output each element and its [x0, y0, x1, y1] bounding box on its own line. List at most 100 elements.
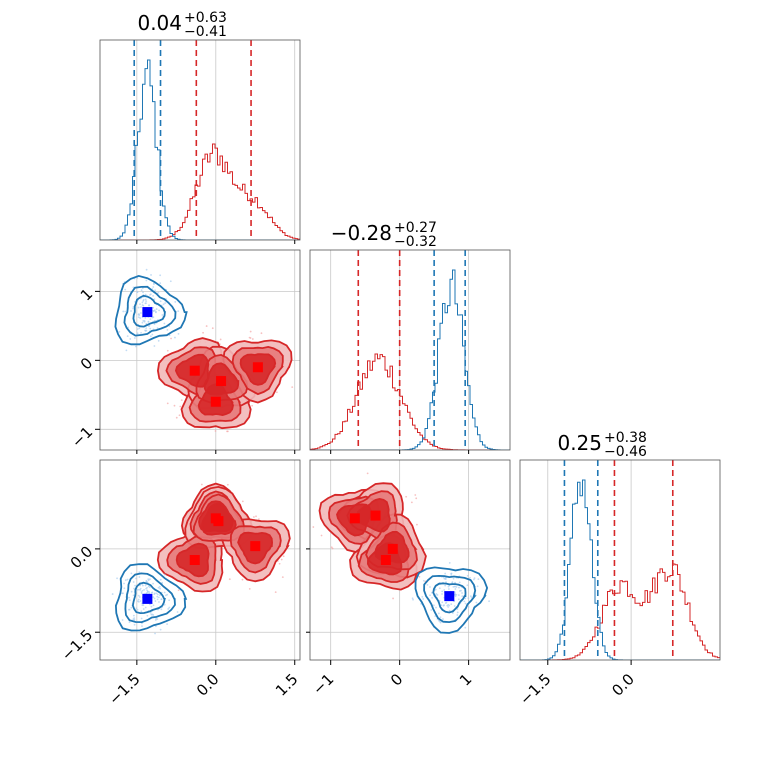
- scatter-point: [307, 527, 309, 529]
- scatter-point: [451, 581, 454, 583]
- scatter-point: [157, 339, 160, 342]
- panel-title-plus: +0.38: [604, 430, 647, 446]
- scatter-point: [168, 334, 171, 337]
- scatter-point: [159, 282, 162, 285]
- scatter-point: [430, 609, 433, 611]
- scatter-point: [431, 596, 433, 599]
- scatter-point: [156, 327, 159, 330]
- scatter-point: [443, 589, 446, 591]
- scatter-point: [142, 604, 145, 606]
- scatter-point: [137, 594, 140, 597]
- scatter-point: [141, 301, 144, 304]
- scatter-point: [211, 327, 214, 330]
- scatter-point: [444, 584, 447, 587]
- scatter-point: [141, 321, 144, 324]
- scatter-point: [144, 606, 147, 609]
- scatter-point: [414, 494, 417, 496]
- scatter-point: [154, 632, 156, 635]
- scatter-point: [180, 399, 183, 401]
- scatter-point: [466, 574, 469, 577]
- scatter-point: [133, 337, 136, 339]
- scatter-point: [152, 294, 154, 297]
- scatter-point: [159, 587, 161, 590]
- scatter-point: [140, 617, 143, 620]
- scatter-point: [248, 587, 251, 590]
- scatter-point: [156, 593, 159, 596]
- scatter-point: [128, 621, 131, 624]
- joint-frame-2-3: [309, 459, 511, 661]
- scatter-point: [140, 610, 143, 613]
- panel-title-plus: +0.63: [184, 10, 227, 26]
- scatter-point: [453, 594, 456, 596]
- scatter-point: [148, 586, 151, 589]
- scatter-point: [132, 594, 135, 597]
- scatter-point: [149, 335, 152, 338]
- scatter-point: [135, 345, 137, 348]
- scatter-point: [441, 593, 443, 595]
- y-tick-label: 1: [77, 285, 96, 304]
- contour-blue: [414, 566, 489, 634]
- scatter-point: [473, 577, 476, 580]
- scatter-point: [152, 596, 155, 599]
- diag-frame-1: [99, 39, 301, 241]
- scatter-point: [251, 338, 254, 340]
- scatter-point: [202, 331, 204, 334]
- histogram-blue: [520, 479, 720, 660]
- scatter-point: [124, 288, 127, 291]
- scatter-point: [156, 598, 159, 601]
- scatter-point: [450, 603, 453, 606]
- scatter-point: [160, 608, 163, 611]
- scatter-point: [475, 601, 478, 604]
- joint-frame-1-3: [99, 459, 301, 661]
- scatter-point: [422, 598, 425, 600]
- scatter-point: [251, 404, 254, 407]
- scatter-point: [461, 595, 464, 598]
- x-tick-label: 1.5: [272, 670, 302, 700]
- scatter-point: [148, 325, 150, 328]
- scatter-point: [145, 300, 148, 302]
- scatter-point: [124, 579, 127, 582]
- scatter-point: [137, 598, 140, 601]
- panel-title-minus: −0.46: [604, 444, 647, 460]
- scatter-point: [139, 600, 142, 602]
- scatter-point: [429, 586, 431, 588]
- scatter-point: [437, 612, 440, 615]
- scatter-point: [448, 562, 451, 564]
- scatter-point: [226, 483, 229, 486]
- scatter-point: [457, 594, 460, 596]
- scatter-point: [461, 592, 463, 594]
- scatter-point: [464, 597, 467, 600]
- scatter-point: [458, 581, 461, 584]
- scatter-point: [405, 495, 408, 498]
- scatter-point: [137, 306, 140, 309]
- scatter-point: [156, 595, 159, 598]
- scatter-point: [140, 289, 143, 292]
- scatter-point: [142, 608, 145, 610]
- scatter-point: [159, 578, 162, 581]
- scatter-point: [144, 316, 147, 319]
- scatter-point: [135, 577, 137, 580]
- scatter-point: [136, 291, 139, 294]
- scatter-point: [159, 628, 162, 631]
- scatter-point: [132, 581, 135, 583]
- scatter-point: [163, 591, 166, 594]
- scatter-point: [476, 585, 479, 588]
- scatter-point: [291, 386, 294, 389]
- scatter-point: [140, 331, 142, 334]
- scatter-point: [429, 594, 431, 597]
- scatter-point: [121, 592, 124, 595]
- scatter-point: [132, 614, 135, 617]
- scatter-point: [248, 450, 250, 452]
- scatter-point: [448, 609, 451, 612]
- scatter-point: [152, 286, 155, 288]
- scatter-point: [158, 601, 160, 603]
- scatter-point: [152, 582, 154, 585]
- scatter-point: [435, 592, 438, 595]
- scatter-point: [214, 430, 217, 432]
- scatter-point: [139, 303, 141, 306]
- scatter-point: [140, 592, 143, 595]
- scatter-point: [123, 587, 126, 590]
- scatter-point: [415, 497, 418, 500]
